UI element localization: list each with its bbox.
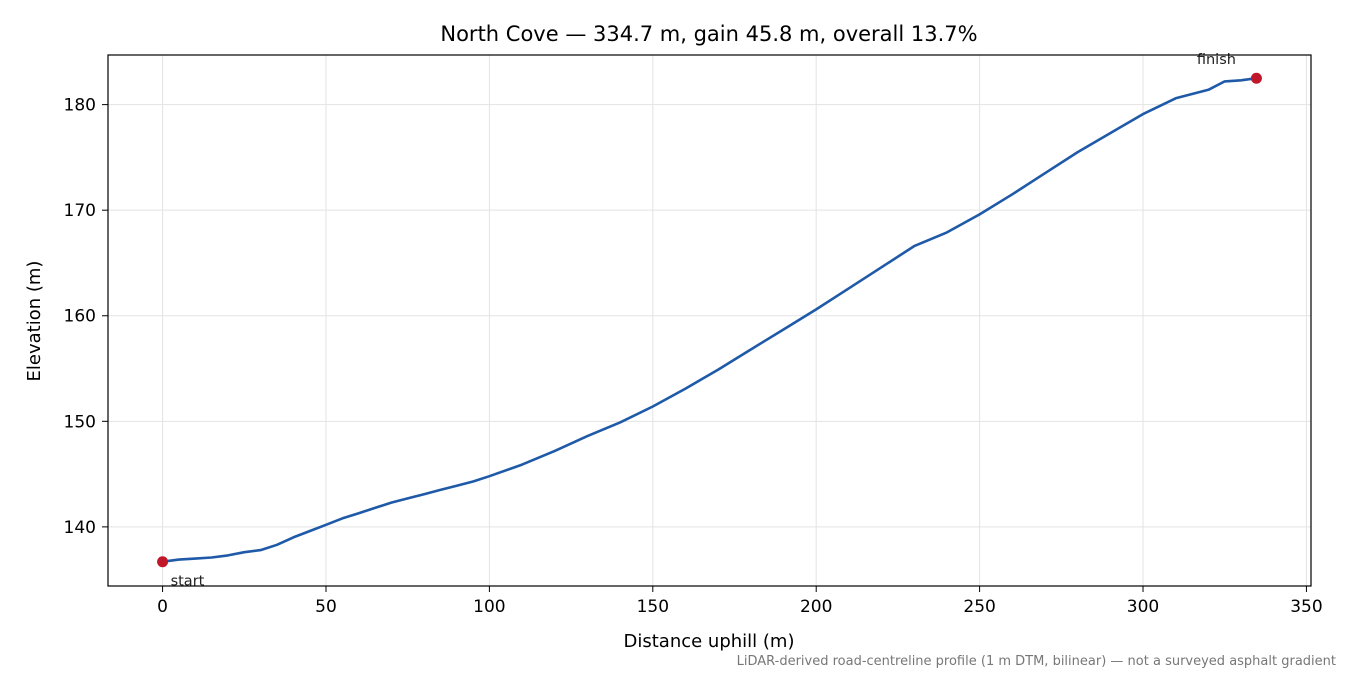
y-tick-label: 150 — [64, 412, 96, 432]
plot-area-frame — [107, 54, 1312, 587]
footnote: LiDAR-derived road-centreline profile (1… — [737, 654, 1336, 669]
start-marker — [157, 556, 169, 568]
x-tick-label: 50 — [315, 597, 337, 617]
finish-label: finish — [1197, 52, 1236, 68]
x-tick-label: 300 — [1127, 597, 1159, 617]
y-axis-label: Elevation (m) — [24, 261, 45, 382]
x-axis-ticks: 0 50 100 150 200 250 300 350 — [157, 586, 1323, 617]
y-tick-label: 140 — [64, 518, 96, 538]
finish-marker — [1250, 72, 1262, 84]
x-tick-label: 350 — [1290, 597, 1322, 617]
series-layer — [161, 76, 1258, 564]
x-tick-label: 200 — [800, 597, 832, 617]
x-tick-label: 150 — [637, 597, 669, 617]
y-axis-ticks: 140 150 160 170 180 — [64, 96, 108, 538]
x-tick-label: 0 — [157, 597, 168, 617]
y-tick-label: 170 — [64, 201, 96, 221]
x-tick-label: 100 — [473, 597, 505, 617]
x-tick-label: 250 — [963, 597, 995, 617]
elevation-line — [161, 76, 1258, 564]
grid-lines — [108, 55, 1311, 586]
x-axis-label: Distance uphill (m) — [624, 631, 795, 652]
start-label: start — [171, 574, 205, 590]
y-tick-label: 180 — [64, 96, 96, 116]
chart-title: North Cove — 334.7 m, gain 45.8 m, overa… — [440, 22, 977, 46]
y-tick-label: 160 — [64, 307, 96, 327]
